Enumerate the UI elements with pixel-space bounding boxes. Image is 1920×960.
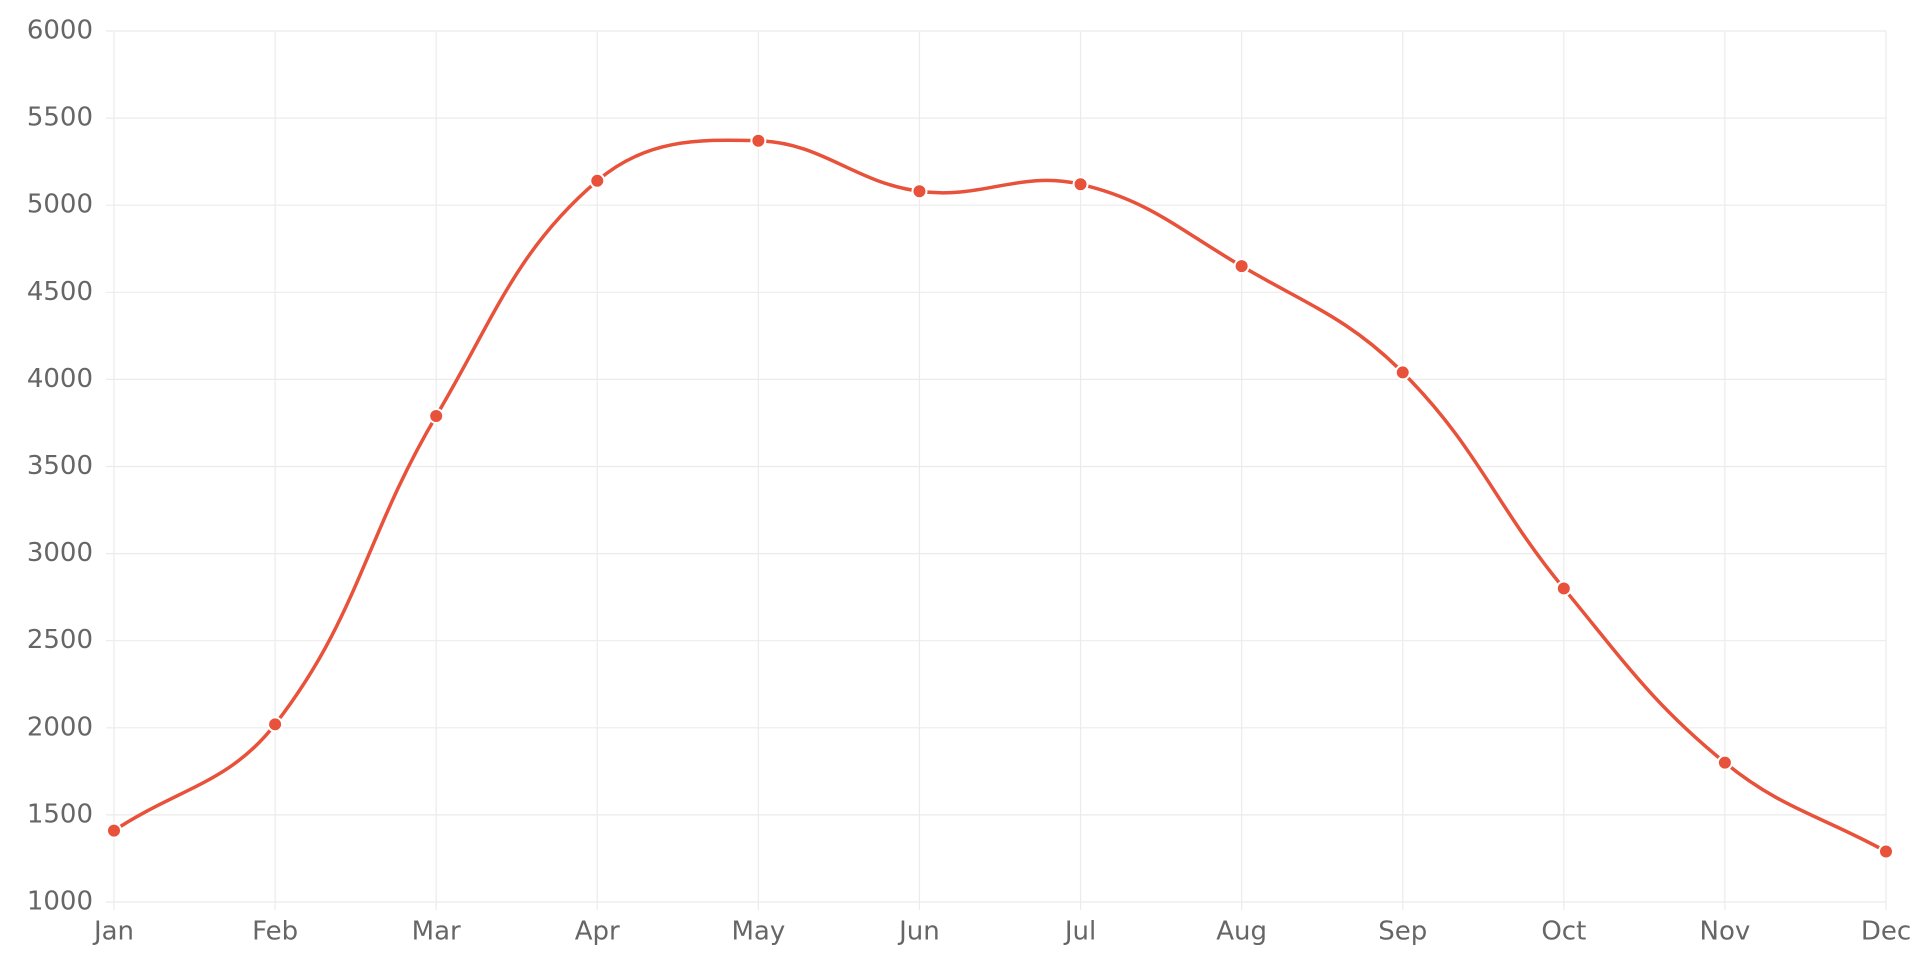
y-tick-label: 4500	[27, 277, 93, 307]
y-tick-label: 1500	[27, 799, 93, 829]
y-tick-label: 2500	[27, 625, 93, 655]
point	[106, 822, 122, 839]
point	[750, 132, 767, 149]
y-tick-label: 2000	[27, 712, 93, 742]
y-tick-label: 5500	[27, 103, 93, 133]
point	[911, 183, 928, 200]
y-tick-label: 3000	[27, 538, 93, 568]
x-tick-label: Mar	[412, 917, 461, 947]
x-tick-label: Oct	[1541, 917, 1586, 947]
point	[1716, 754, 1733, 771]
x-tick-label: May	[731, 917, 785, 947]
x-tick-label: Jun	[897, 917, 940, 947]
x-tick-label: Nov	[1700, 917, 1751, 947]
x-tick-label: Jul	[1063, 917, 1096, 947]
y-tick-label: 3500	[27, 451, 93, 481]
point	[428, 407, 445, 424]
point	[1233, 258, 1250, 275]
line	[113, 138, 1887, 854]
y-tick-label: 6000	[27, 16, 93, 46]
x-tick-label: Apr	[575, 917, 620, 947]
y-tick-label: 1000	[27, 887, 93, 917]
x-tick-label: Jan	[92, 917, 134, 947]
y-tick-label: 4000	[27, 364, 93, 394]
point	[1072, 176, 1089, 193]
point	[1394, 364, 1411, 381]
x-tick-label: Dec	[1861, 917, 1911, 947]
point	[589, 172, 606, 189]
x-tick-label: Aug	[1216, 917, 1267, 947]
y-tick-label: 5000	[27, 190, 93, 220]
point	[1878, 843, 1894, 860]
x-tick-label: Feb	[252, 917, 298, 947]
point	[1555, 580, 1572, 597]
x-tick-label: Sep	[1378, 917, 1427, 947]
point	[267, 716, 284, 733]
